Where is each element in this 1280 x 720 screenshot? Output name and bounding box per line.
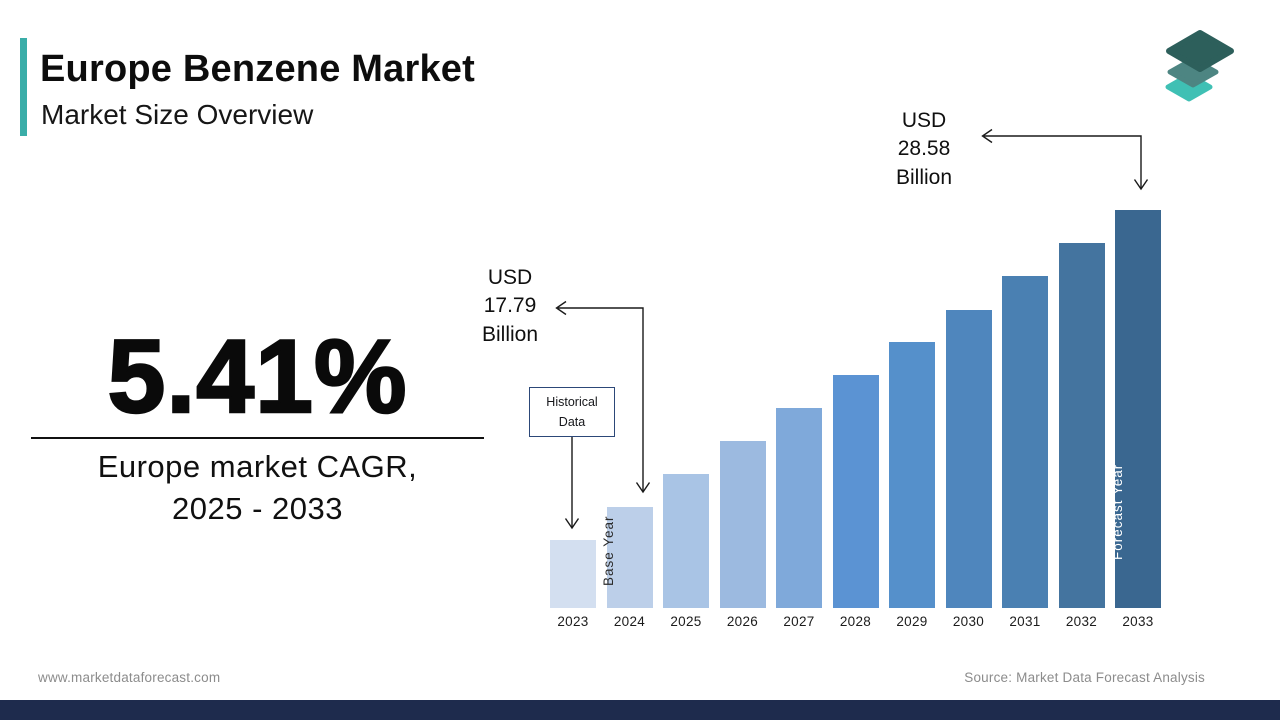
x-axis-label-2023: 2023 [557,614,589,629]
annotation-2024-value: USD 17.79 Billion [481,266,539,346]
bar-chart: 2023 2024 2025 2026 2027 2028 2029 2030 2031 2032… [550,208,1165,629]
page-subtitle: Market Size Overview [41,99,314,130]
bar-2023 [550,540,596,608]
bar-2032 [1058,243,1105,608]
x-axis-label-2027: 2027 [783,614,815,629]
stat-divider [31,437,484,439]
bar-2031 [1002,276,1048,608]
cagr-value: 5.41% [106,318,408,437]
x-axis-label-2031: 2031 [1009,614,1041,629]
bar-2026 [719,441,766,608]
header-accent-bar [20,38,27,136]
page-title: Europe Benzene Market [40,48,475,90]
annotation-2033-value: USD 28.58 Billion [895,109,953,189]
x-axis-label-2024: 2024 [613,614,646,629]
bar-2029 [889,342,935,608]
x-axis-label-2025: 2025 [670,614,702,629]
x-axis-label-2028: 2028 [839,614,872,629]
market-data-forecast-logo [1160,26,1244,117]
footer-strip [0,700,1280,720]
logo-layers-icon [1165,30,1234,102]
x-axis-label-2026: 2026 [726,614,759,629]
forecast-year-label: Forecast Year [1110,463,1125,560]
bar-2030 [945,310,992,608]
x-axis-label-2030: 2030 [952,614,985,629]
x-axis-label-2032: 2032 [1065,614,1098,629]
footer-website: www.marketdataforecast.com [38,670,221,685]
base-year-label: Base Year [601,515,616,586]
cagr-caption: Europe market CAGR, 2025 - 2033 [97,449,418,526]
bar-2024 [606,507,653,608]
bar-2027 [776,408,822,608]
bar-2028 [832,375,879,608]
x-axis-label-2033: 2033 [1122,614,1154,629]
bar-2025 [663,474,709,608]
footer-source: Source: Market Data Forecast Analysis [964,670,1205,685]
bar-2033 [1115,210,1161,608]
x-axis-label-2029: 2029 [896,614,928,629]
